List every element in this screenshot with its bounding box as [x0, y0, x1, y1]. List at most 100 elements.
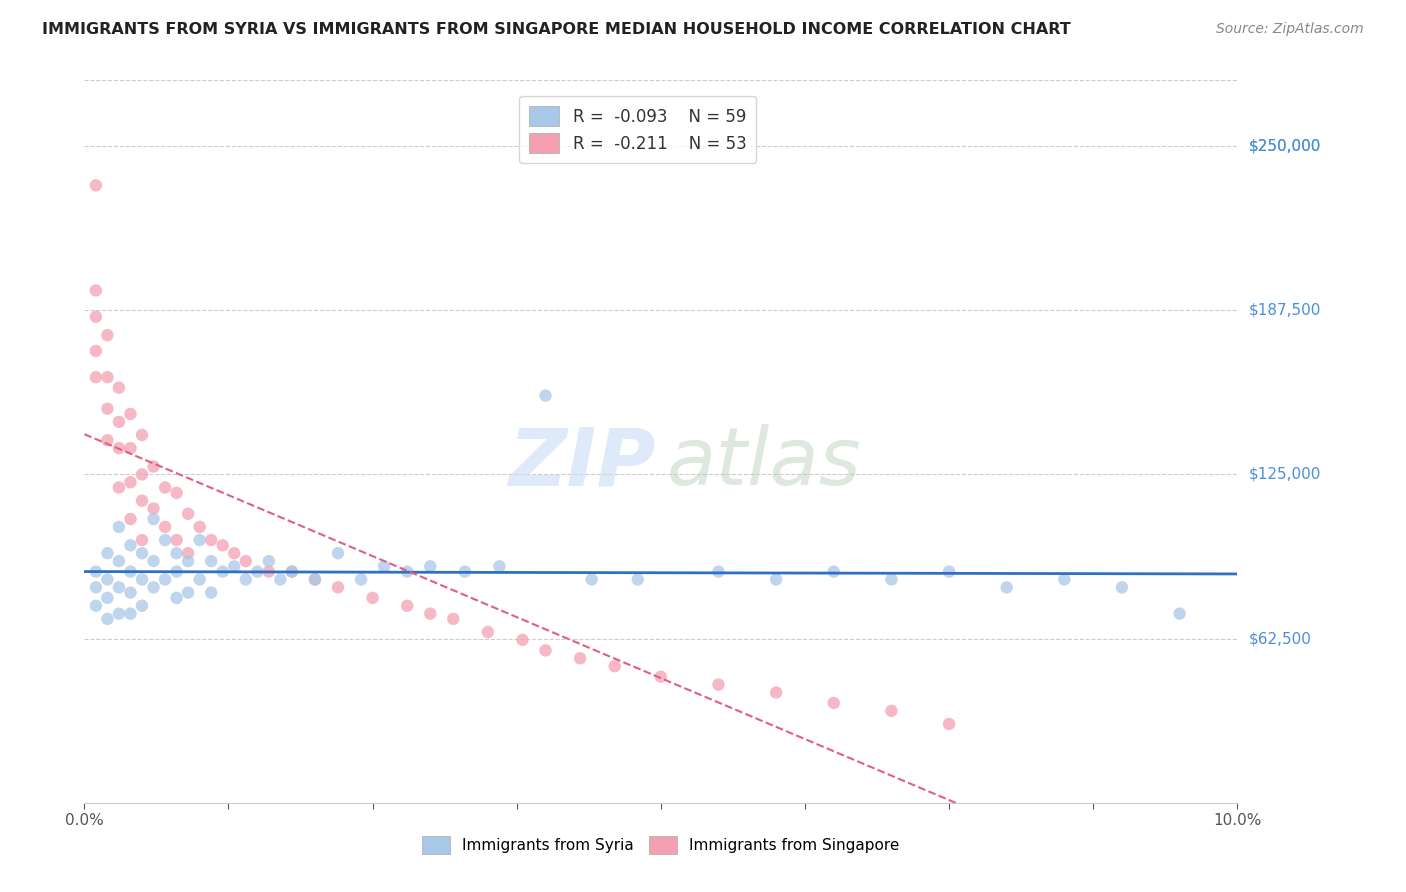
Point — [84, 580, 107, 594]
Point — [142, 580, 165, 594]
Point — [224, 546, 246, 560]
Point — [396, 599, 419, 613]
Point — [304, 573, 326, 587]
Point — [188, 520, 211, 534]
Point — [627, 573, 650, 587]
Point — [880, 573, 903, 587]
Point — [108, 381, 131, 395]
Point — [1111, 580, 1133, 594]
Point — [419, 607, 441, 621]
Point — [454, 565, 477, 579]
Point — [419, 559, 441, 574]
Text: atlas: atlas — [666, 425, 862, 502]
Point — [603, 659, 626, 673]
Point — [84, 343, 107, 358]
Point — [235, 573, 257, 587]
Point — [1053, 573, 1076, 587]
Point — [131, 467, 153, 482]
Legend: Immigrants from Syria, Immigrants from Singapore: Immigrants from Syria, Immigrants from S… — [416, 830, 905, 860]
Point — [96, 370, 118, 384]
Point — [188, 533, 211, 547]
Point — [142, 512, 165, 526]
Point — [84, 599, 107, 613]
Point — [108, 580, 131, 594]
Point — [650, 670, 672, 684]
Point — [211, 565, 233, 579]
Text: $125,000: $125,000 — [1249, 467, 1320, 482]
Point — [707, 677, 730, 691]
Point — [131, 533, 153, 547]
Point — [326, 580, 349, 594]
Point — [108, 520, 131, 534]
Point — [765, 685, 787, 699]
Point — [142, 459, 165, 474]
Point — [108, 441, 131, 455]
Point — [96, 612, 118, 626]
Point — [131, 493, 153, 508]
Point — [938, 717, 960, 731]
Point — [153, 573, 176, 587]
Point — [177, 507, 200, 521]
Point — [96, 591, 118, 605]
Point — [257, 554, 280, 568]
Point — [211, 538, 233, 552]
Point — [177, 585, 200, 599]
Point — [581, 573, 603, 587]
Point — [512, 632, 534, 647]
Point — [880, 704, 903, 718]
Point — [166, 533, 188, 547]
Point — [120, 607, 142, 621]
Point — [823, 565, 845, 579]
Point — [120, 512, 142, 526]
Text: $250,000: $250,000 — [1249, 138, 1320, 153]
Point — [96, 328, 118, 343]
Point — [166, 565, 188, 579]
Point — [142, 501, 165, 516]
Point — [131, 546, 153, 560]
Point — [304, 573, 326, 587]
Point — [1168, 607, 1191, 621]
Point — [281, 565, 304, 579]
Point — [108, 607, 131, 621]
Text: $62,500: $62,500 — [1249, 632, 1312, 646]
Text: Source: ZipAtlas.com: Source: ZipAtlas.com — [1216, 22, 1364, 37]
Point — [177, 554, 200, 568]
Text: ZIP: ZIP — [508, 425, 655, 502]
Point — [569, 651, 592, 665]
Point — [84, 178, 107, 193]
Point — [396, 565, 419, 579]
Point — [108, 481, 131, 495]
Point — [188, 573, 211, 587]
Point — [200, 585, 222, 599]
Point — [707, 565, 730, 579]
Point — [200, 554, 222, 568]
Point — [200, 533, 222, 547]
Point — [765, 573, 787, 587]
Point — [477, 625, 499, 640]
Point — [120, 475, 142, 490]
Point — [441, 612, 464, 626]
Point — [120, 585, 142, 599]
Point — [224, 559, 246, 574]
Point — [361, 591, 384, 605]
Point — [84, 310, 107, 324]
Point — [120, 565, 142, 579]
Point — [120, 407, 142, 421]
Point — [177, 546, 200, 560]
Point — [534, 643, 557, 657]
Point — [246, 565, 269, 579]
Point — [84, 370, 107, 384]
Point — [142, 554, 165, 568]
Point — [534, 388, 557, 402]
Point — [823, 696, 845, 710]
Point — [153, 481, 176, 495]
Text: $250,000: $250,000 — [1249, 138, 1320, 153]
Point — [96, 546, 118, 560]
Point — [326, 546, 349, 560]
Point — [269, 573, 291, 587]
Point — [488, 559, 510, 574]
Point — [350, 573, 373, 587]
Point — [153, 533, 176, 547]
Point — [96, 401, 118, 416]
Point — [96, 573, 118, 587]
